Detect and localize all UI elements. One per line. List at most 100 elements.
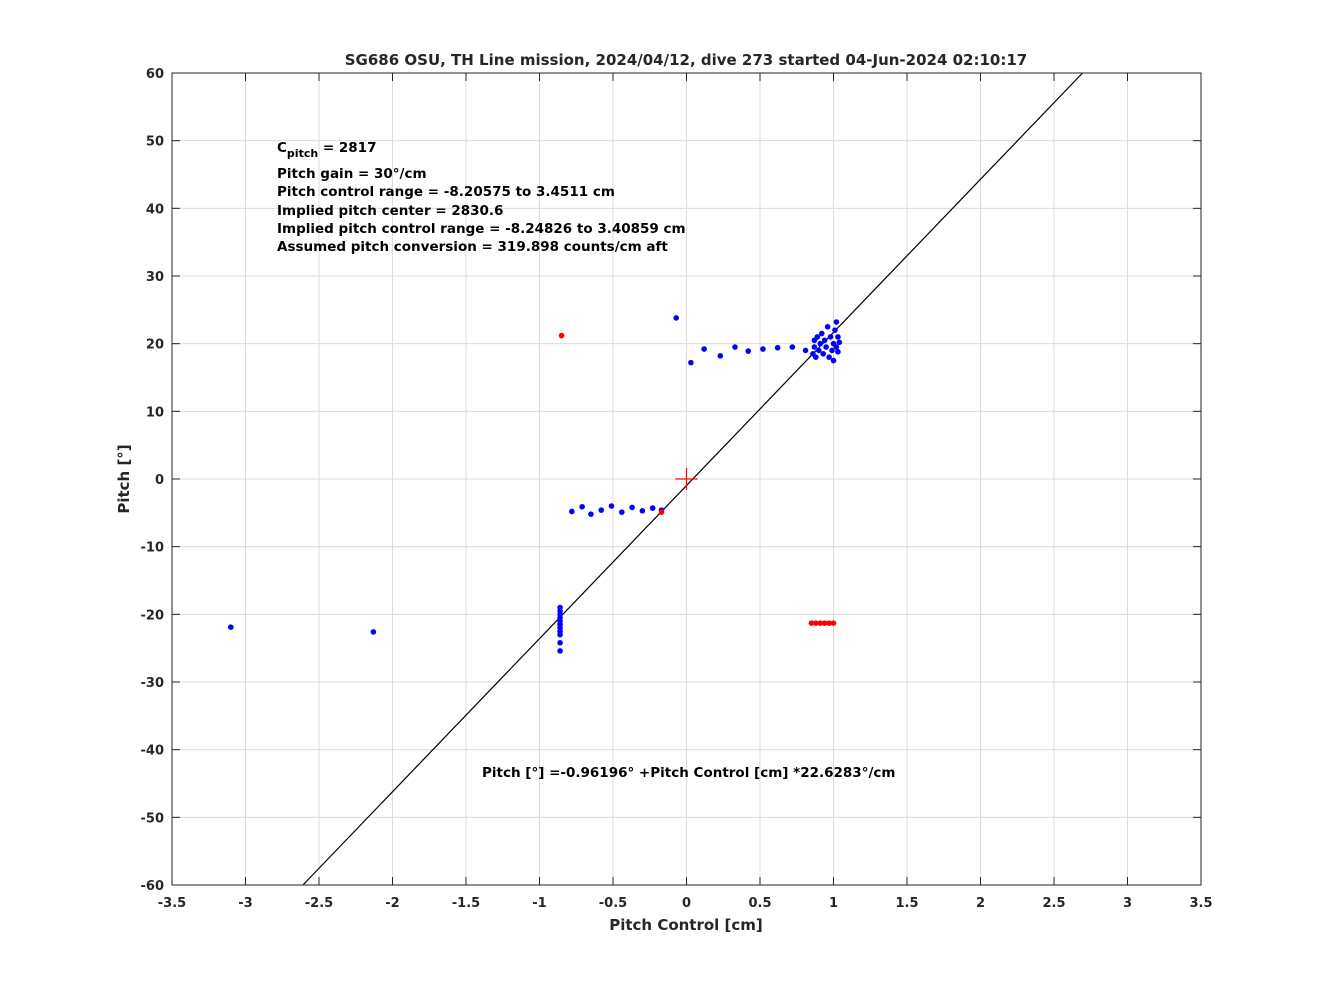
y-tick-label: 30	[146, 270, 164, 285]
data-point	[557, 648, 563, 654]
data-point	[760, 346, 766, 352]
data-point	[814, 334, 821, 340]
data-point	[827, 334, 834, 340]
grid	[171, 72, 1202, 886]
x-tick-label: -3.5	[158, 896, 186, 911]
data-point	[598, 507, 605, 513]
data-point	[370, 629, 377, 635]
x-tick-labels: -3.5 -3 -2.5 -2 -1.5 -1 -0.5 0 0.5 1 1.5 2 2.5 3 3.5	[158, 896, 1213, 911]
data-point	[608, 503, 615, 509]
x-tick-label: 2.5	[1042, 896, 1065, 911]
data-point	[826, 620, 832, 626]
y-tick-labels: -60 -50 -40 -30 -20 -10 0 10 20 30 40 50 60	[141, 67, 165, 894]
y-tick-label: 50	[146, 135, 164, 150]
data-point	[826, 354, 832, 361]
y-tick-label: 20	[146, 338, 164, 353]
annotation-block: Cpitch = 2817 Pitch gain = 30°/cm Pitch …	[277, 140, 686, 255]
y-tick-label: 0	[155, 473, 164, 488]
data-point	[830, 620, 837, 626]
data-point	[824, 323, 831, 330]
cpitch-main: C	[277, 140, 287, 156]
data-point	[688, 359, 694, 366]
x-tick-label: -1	[532, 896, 546, 911]
data-point	[818, 330, 825, 337]
data-point	[823, 344, 829, 350]
plot-frame	[171, 72, 1202, 886]
x-axis-label: Pitch Control [cm]	[609, 916, 763, 934]
data-point	[228, 624, 234, 630]
cpitch-value: = 2817	[318, 140, 376, 156]
data-point	[619, 509, 625, 515]
data-point	[774, 344, 781, 351]
data-point	[588, 511, 594, 517]
y-tick-label: -30	[141, 676, 165, 691]
x-tick-label: -1.5	[452, 896, 480, 911]
x-tick-label: 1	[829, 896, 838, 911]
x-tick-label: 2	[976, 896, 985, 911]
y-tick-label: -50	[141, 811, 165, 826]
y-tick-label: 60	[146, 67, 164, 82]
cpitch-label: Cpitch = 2817	[277, 140, 376, 160]
data-point	[836, 339, 843, 346]
data-point	[673, 315, 680, 321]
data-point	[817, 340, 824, 347]
data-point	[558, 332, 565, 339]
data-points	[228, 315, 843, 654]
data-point	[811, 344, 818, 350]
data-point	[639, 508, 646, 514]
data-point	[835, 348, 841, 355]
x-tick-label: 0.5	[748, 896, 771, 911]
data-point	[649, 505, 656, 511]
x-tick-label: -2	[385, 896, 399, 911]
data-point	[821, 337, 828, 344]
annotation-line: Pitch control range = -8.20575 to 3.4511…	[277, 184, 615, 200]
x-tick-label: 3.5	[1189, 896, 1212, 911]
chart-title: SG686 OSU, TH Line mission, 2024/04/12, …	[345, 51, 1028, 69]
annotation-line: Pitch gain = 30°/cm	[277, 166, 427, 182]
data-point	[802, 347, 809, 354]
data-point	[820, 351, 827, 357]
data-point	[569, 508, 575, 515]
x-tick-label: -2.5	[305, 896, 333, 911]
data-point	[816, 347, 822, 354]
annotation-line: Implied pitch center = 2830.6	[277, 203, 503, 219]
data-point	[658, 509, 665, 515]
cpitch-sub: pitch	[287, 147, 318, 160]
data-point	[745, 348, 752, 354]
y-tick-label: -20	[141, 608, 165, 623]
center-marker-group	[675, 468, 698, 490]
data-point	[717, 353, 724, 359]
data-point	[821, 620, 828, 626]
data-point	[789, 344, 796, 350]
plot-border	[171, 72, 1202, 886]
data-point	[830, 357, 837, 364]
data-point	[813, 620, 819, 626]
x-tick-label: 0	[682, 896, 691, 911]
data-point	[829, 347, 835, 354]
data-point	[579, 503, 585, 510]
data-point	[833, 319, 840, 325]
data-point	[832, 327, 838, 333]
y-tick-label: 40	[146, 202, 164, 217]
data-point	[833, 344, 840, 350]
x-tick-label: 3	[1123, 896, 1132, 911]
data-point	[835, 334, 841, 340]
x-tick-label: -3	[238, 896, 252, 911]
annotation-line: Implied pitch control range = -8.24826 t…	[277, 221, 686, 237]
x-tick-label: -0.5	[599, 896, 627, 911]
data-point	[701, 346, 707, 352]
data-point	[817, 620, 824, 626]
y-tick-label: -60	[141, 879, 165, 894]
y-axis-label: Pitch [°]	[115, 444, 133, 513]
annotation-line: Assumed pitch conversion = 319.898 count…	[277, 239, 668, 255]
data-point	[557, 631, 563, 638]
y-tick-label: -10	[141, 541, 165, 556]
data-point	[732, 344, 738, 350]
x-tick-label: 1.5	[895, 896, 918, 911]
fit-equation: Pitch [°] =-0.96196° +Pitch Control [cm]…	[482, 765, 895, 781]
data-point	[629, 504, 635, 511]
y-tick-label: -40	[141, 744, 165, 759]
data-point	[813, 354, 819, 361]
y-tick-label: 10	[146, 405, 164, 420]
